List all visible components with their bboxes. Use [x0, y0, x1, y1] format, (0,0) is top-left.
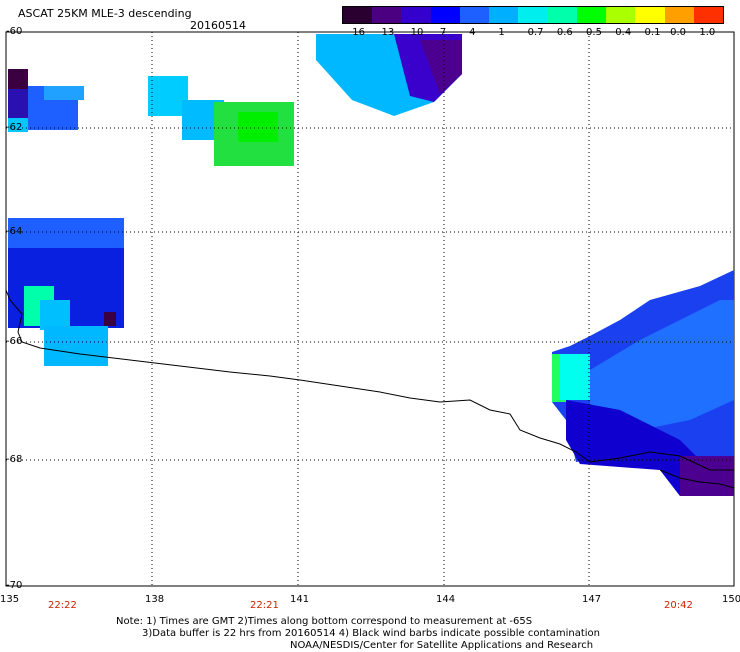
- colorbar-label: -1: [494, 27, 505, 38]
- colorbar-label: -0.6: [553, 27, 573, 38]
- longitude-label: 147: [582, 594, 602, 605]
- colorbar-swatch: [635, 7, 665, 23]
- colorbar: [342, 6, 724, 24]
- colorbar-swatch: [430, 7, 460, 23]
- colorbar-swatch: [343, 7, 373, 23]
- colorbar-swatch: [518, 7, 548, 23]
- coastline-east: [659, 469, 735, 489]
- colorbar-label: -0.5: [582, 27, 602, 38]
- swath-top-center: [316, 34, 462, 116]
- colorbar-swatch: [576, 7, 607, 23]
- colorbar-swatch: [606, 7, 636, 23]
- colorbar-swatch: [489, 7, 519, 23]
- colorbar-label: -13: [377, 27, 395, 38]
- time-label: 20:42: [664, 600, 693, 611]
- latitude-label: -68: [6, 454, 23, 465]
- longitude-label: 141: [290, 594, 310, 605]
- time-label: 22:22: [48, 600, 77, 611]
- latitude-label: -64: [6, 226, 23, 237]
- coastline: [5, 289, 734, 471]
- colorbar-swatch: [401, 7, 431, 23]
- colorbar-label: -4: [465, 27, 476, 38]
- colorbar-label: -0.7: [524, 27, 544, 38]
- note-line-2: 3)Data buffer is 22 hrs from 20160514 4)…: [142, 628, 600, 639]
- colorbar-swatch: [372, 7, 402, 23]
- colorbar-label: 0.0: [670, 27, 687, 38]
- note-line-3: NOAA/NESDIS/Center for Satellite Applica…: [290, 640, 594, 651]
- time-label: 22:21: [250, 600, 279, 611]
- swath-lower-right: [552, 270, 734, 496]
- longitude-label: 144: [436, 594, 456, 605]
- note-line-1: Note: 1) Times are GMT 2)Times along bot…: [116, 616, 533, 627]
- latitude-label: -70: [6, 580, 23, 591]
- longitude-label: 150: [722, 594, 740, 605]
- colorbar-label: -16: [348, 27, 365, 38]
- swath-upper-center: [148, 76, 294, 166]
- longitude-label: 135: [0, 594, 20, 605]
- map-title: ASCAT 25KM MLE-3 descending: [18, 7, 192, 20]
- colorbar-swatch: [664, 7, 694, 23]
- latitude-label: -60: [6, 26, 23, 37]
- colorbar-label: 1.0: [699, 27, 716, 38]
- colorbar-swatch: [459, 7, 490, 23]
- colorbar-label: -10: [407, 27, 424, 38]
- colorbar-label: -0.1: [640, 27, 661, 38]
- latitude-label: -62: [6, 122, 23, 133]
- swath-left: [8, 218, 124, 366]
- colorbar-swatch: [547, 7, 577, 23]
- longitude-label: 138: [145, 594, 165, 605]
- latitude-label: -66: [6, 336, 23, 347]
- swath-upper-left: [8, 69, 84, 132]
- colorbar-label: -0.4: [611, 27, 632, 38]
- colorbar-swatch: [693, 7, 724, 23]
- colorbar-label: -7: [436, 27, 447, 38]
- grid: [6, 32, 734, 586]
- map-date: 20160514: [190, 19, 246, 32]
